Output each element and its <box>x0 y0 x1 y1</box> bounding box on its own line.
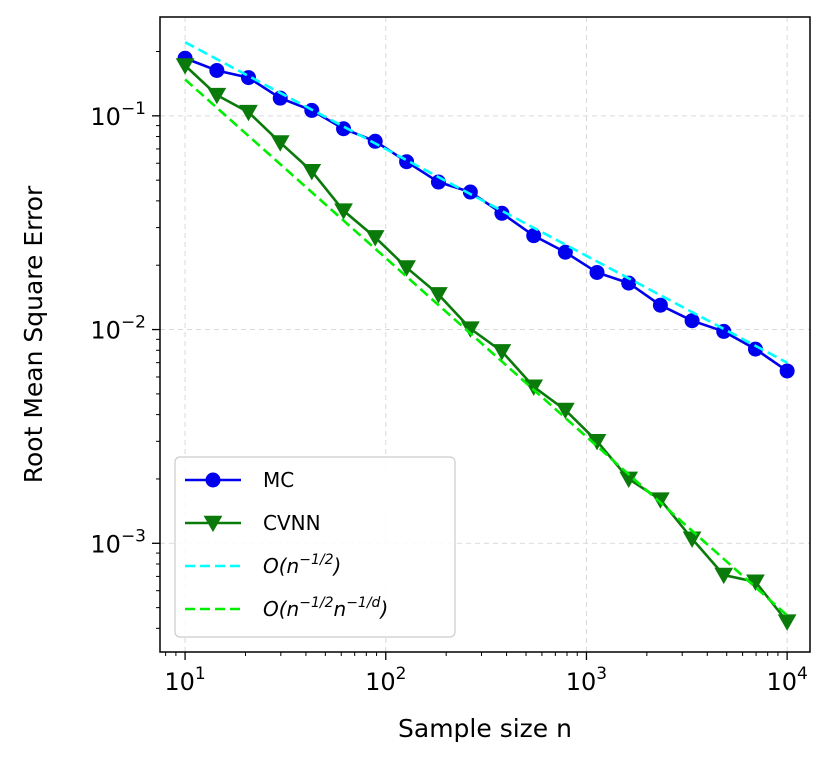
data-point <box>334 203 353 220</box>
axis-ticks: 101 102 103 104 10−3 10−2 10−1 <box>90 50 808 696</box>
data-point <box>652 297 668 313</box>
y-axis-label: Root Mean Square Error <box>19 185 48 483</box>
legend-item-ref-half: O(n−1/2) <box>185 552 341 578</box>
x-tick-label: 101 <box>164 664 205 696</box>
data-point <box>175 58 195 75</box>
x-tick-label: 104 <box>766 664 807 696</box>
legend-box <box>174 456 456 638</box>
data-point <box>557 244 573 260</box>
legend-item-ref-d: O(n−1/2n−1/d) <box>185 595 388 621</box>
legend-marker <box>203 515 223 533</box>
legend-item-mc: MC <box>185 468 294 492</box>
data-point <box>714 567 734 585</box>
series-line <box>184 41 788 364</box>
data-point <box>207 87 227 105</box>
legend: MC CVNN O(n−1/2) O(n−1/2n−1/d) <box>174 456 456 638</box>
legend-label: O(n−1/2n−1/d) <box>263 595 388 621</box>
legend-label: O(n−1/2) <box>263 552 341 578</box>
data-point <box>589 264 605 280</box>
data-point <box>429 287 448 304</box>
grid <box>160 17 810 652</box>
data-point <box>555 402 575 420</box>
data-point <box>365 230 385 247</box>
legend-label: CVNN <box>263 511 321 535</box>
series-cvnn <box>175 58 797 631</box>
data-point <box>492 344 512 361</box>
y-tick-label: 10−3 <box>90 526 146 558</box>
data-point <box>462 184 478 200</box>
data-point <box>239 104 258 122</box>
plot-frame <box>159 16 811 653</box>
series-mc <box>177 50 795 379</box>
series-o-n-1-2- <box>184 41 788 364</box>
data-point <box>779 363 795 379</box>
series-layer <box>175 41 797 631</box>
data-point <box>336 121 352 137</box>
data-point <box>209 62 225 78</box>
y-tick-label: 10−1 <box>90 99 146 131</box>
x-tick-label: 103 <box>566 664 607 696</box>
x-tick-label: 102 <box>365 664 406 696</box>
x-axis-label: Sample size n <box>398 714 572 743</box>
data-point <box>777 614 797 631</box>
data-point <box>684 313 700 329</box>
data-point <box>526 228 542 244</box>
legend-label: MC <box>263 468 294 492</box>
data-point <box>397 260 416 277</box>
data-point <box>524 379 544 396</box>
data-point <box>302 164 322 181</box>
legend-marker <box>205 472 221 488</box>
y-tick-label: 10−2 <box>90 313 146 345</box>
legend-item-cvnn: CVNN <box>185 511 321 535</box>
data-point <box>270 135 290 152</box>
